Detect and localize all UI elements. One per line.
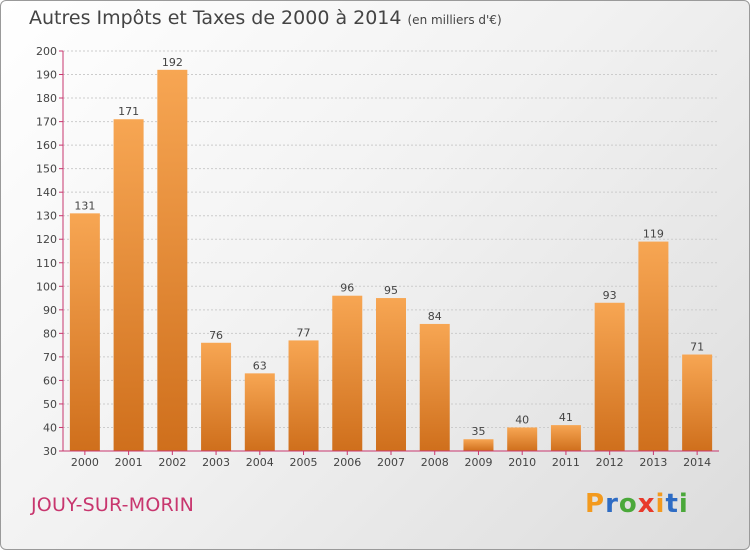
bar-2004 [244, 373, 275, 451]
y-tick-label: 80 [43, 327, 57, 340]
value-label-2006: 96 [340, 282, 354, 295]
bar-2006 [332, 295, 363, 451]
x-tick-label: 2004 [246, 456, 274, 469]
y-tick-label: 90 [43, 304, 57, 317]
logo-letter: o [618, 489, 638, 519]
y-tick-label: 170 [36, 116, 57, 129]
logo-letter: x [637, 489, 656, 519]
bar-2003 [201, 342, 232, 451]
proxiti-logo: Proxiti [585, 489, 689, 519]
x-tick-label: 2003 [202, 456, 230, 469]
y-tick-label: 50 [43, 398, 57, 411]
value-label-2014: 71 [690, 341, 704, 354]
value-label-2008: 84 [428, 310, 442, 323]
y-tick-label: 120 [36, 233, 57, 246]
x-tick-label: 2011 [552, 456, 580, 469]
y-tick-label: 130 [36, 210, 57, 223]
value-label-2007: 95 [384, 284, 398, 297]
value-label-2011: 41 [559, 411, 573, 424]
y-tick-label: 200 [36, 45, 57, 58]
x-tick-label: 2010 [508, 456, 536, 469]
y-tick-label: 190 [36, 69, 57, 82]
commune-name: JOUY-SUR-MORIN [31, 494, 195, 516]
x-tick-label: 2000 [71, 456, 99, 469]
x-tick-label: 2005 [290, 456, 318, 469]
x-tick-label: 2009 [464, 456, 492, 469]
value-label-2004: 63 [253, 359, 267, 372]
value-label-2005: 77 [297, 326, 311, 339]
bar-2005 [288, 340, 319, 451]
bar-2009 [463, 439, 494, 451]
value-label-2013: 119 [643, 228, 664, 241]
x-tick-label: 2013 [639, 456, 667, 469]
y-tick-label: 150 [36, 163, 57, 176]
value-label-2003: 76 [209, 329, 223, 342]
value-label-2009: 35 [471, 425, 485, 438]
title-text: Autres Impôts et Taxes de 2000 à 2014 [29, 7, 402, 29]
y-tick-label: 110 [36, 257, 57, 270]
y-tick-label: 40 [43, 421, 57, 434]
value-label-2002: 192 [162, 56, 183, 69]
logo-letter: r [605, 489, 619, 519]
logo-letter: i [678, 489, 689, 519]
chart-title: Autres Impôts et Taxes de 2000 à 2014 (en… [29, 7, 502, 29]
x-tick-label: 2007 [377, 456, 405, 469]
y-tick-label: 60 [43, 374, 57, 387]
logo-letter: P [585, 489, 606, 519]
x-tick-label: 2006 [333, 456, 361, 469]
x-tick-label: 2014 [683, 456, 711, 469]
x-tick-label: 2012 [596, 456, 624, 469]
x-tick-label: 2008 [421, 456, 449, 469]
logo-letter: i [655, 489, 666, 519]
value-label-2010: 40 [515, 413, 529, 426]
x-tick-label: 2002 [158, 456, 186, 469]
bar-2000 [69, 213, 100, 451]
value-label-2012: 93 [603, 289, 617, 302]
y-tick-label: 70 [43, 351, 57, 364]
y-tick-label: 160 [36, 139, 57, 152]
title-unit: (en milliers d'€) [407, 13, 502, 27]
bar-2011 [550, 425, 581, 451]
bar-2013 [638, 241, 669, 451]
bar-2014 [682, 354, 713, 451]
y-tick-label: 30 [43, 445, 57, 458]
value-label-2000: 131 [74, 199, 95, 212]
y-tick-label: 100 [36, 280, 57, 293]
logo-letter: t [665, 489, 679, 519]
y-tick-label: 180 [36, 92, 57, 105]
y-tick-label: 140 [36, 186, 57, 199]
bar-2008 [419, 323, 450, 451]
bar-2012 [594, 302, 625, 451]
bar-2002 [157, 69, 188, 451]
bar-2010 [507, 427, 538, 451]
bar-2007 [376, 298, 406, 451]
bar-2001 [113, 119, 144, 451]
value-label-2001: 171 [118, 105, 139, 118]
x-tick-label: 2001 [115, 456, 143, 469]
